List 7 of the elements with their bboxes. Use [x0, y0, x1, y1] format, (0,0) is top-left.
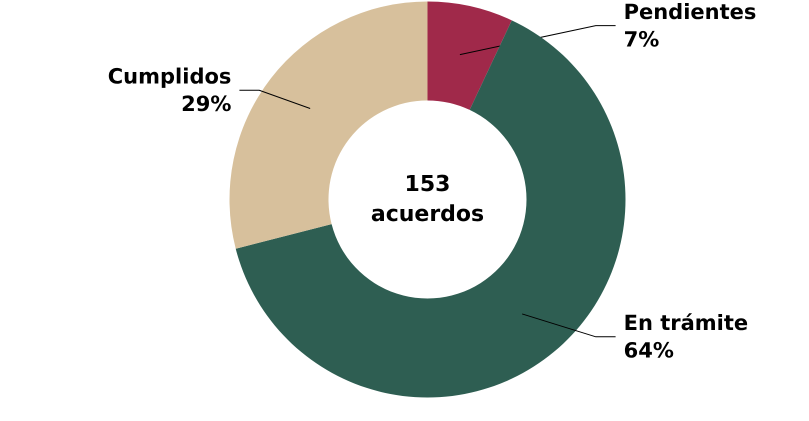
data-label: 7%: [624, 27, 660, 52]
data-label: 29%: [181, 92, 232, 116]
slice-label: Cumplidos: [108, 64, 232, 88]
text: 153 acuerdos: [370, 172, 484, 227]
slice-label: En trámite: [624, 311, 748, 336]
data-label: 64%: [624, 338, 674, 363]
slice-label: Pendientes: [624, 0, 756, 24]
